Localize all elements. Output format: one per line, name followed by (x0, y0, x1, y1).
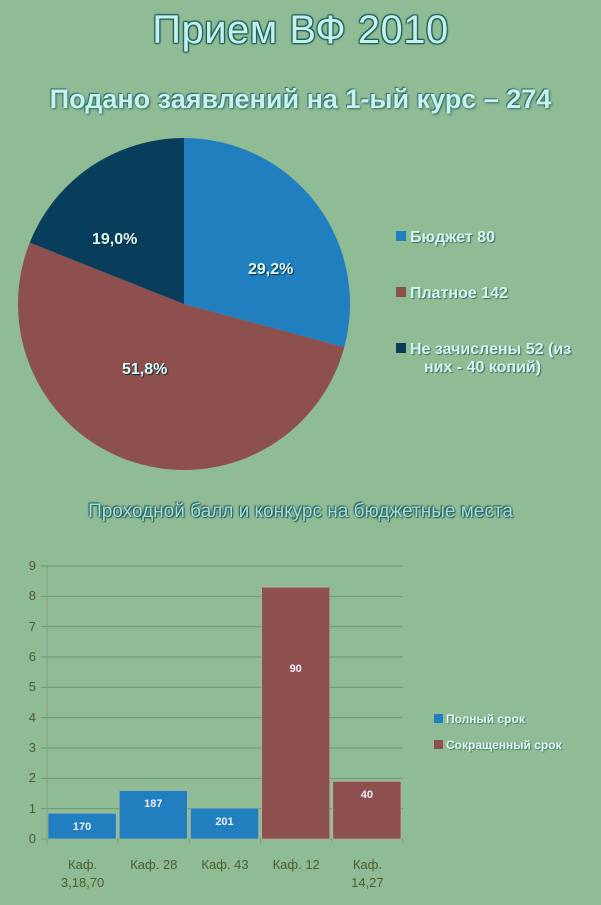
page-subtitle: Подано заявлений на 1-ый курс – 274 (49, 84, 552, 114)
bar-chart-title: Проходной балл и конкурс на бюджетные ме… (88, 501, 513, 522)
bar (190, 807, 259, 840)
x-tick-label: Каф. 28 (130, 857, 178, 872)
legend-swatch-icon (396, 231, 406, 241)
bar-chart (41, 565, 404, 844)
x-tick-label: Каф. 14,27 (351, 857, 384, 890)
pie-label-budget: 29,2% (248, 261, 294, 278)
pie-slice (17, 242, 345, 471)
legend-item-full-term: Полный срок (434, 712, 525, 726)
page-title: Прием ВФ 2010 (152, 8, 449, 52)
y-tick-label: 0 (28, 831, 36, 846)
y-tick-label: 4 (28, 709, 36, 725)
bar (47, 812, 117, 840)
legend-swatch-icon (434, 714, 443, 723)
bar (332, 781, 402, 840)
y-tick-label: 2 (28, 770, 36, 786)
bar-value-label: 90 (289, 662, 302, 675)
y-tick-label: 7 (28, 618, 36, 634)
legend-swatch-icon (396, 343, 406, 353)
y-tick-label: 1 (28, 800, 36, 816)
bar-value-label: 40 (360, 789, 374, 802)
legend-item-paid: Платное 142 (396, 285, 508, 303)
y-tick-label: 8 (28, 588, 36, 604)
legend-item-short-term: Сокращенный срок (434, 738, 562, 752)
x-tick-label: Каф. 3,18,70 (60, 857, 105, 890)
y-tick-label: 9 (28, 558, 36, 573)
x-tick-label: Каф. 43 (201, 857, 249, 872)
pie-label-not-enrolled: 19,0% (92, 231, 138, 248)
bar (118, 790, 188, 840)
y-tick-label: 6 (28, 649, 36, 664)
y-tick-label: 5 (28, 679, 36, 695)
pie-chart (17, 138, 350, 471)
bar-value-label: 170 (72, 821, 92, 834)
bar (261, 586, 331, 840)
legend-item-budget: Бюджет 80 (396, 229, 495, 247)
pie-label-paid: 51,8% (122, 361, 168, 378)
bar-value-label: 201 (215, 816, 234, 829)
bar-value-label: 187 (144, 798, 163, 811)
pie-slice (184, 138, 350, 348)
legend-item-not-enrolled: Не зачислены 52 (из них - 40 копий) (396, 341, 571, 377)
y-tick-label: 3 (28, 740, 36, 755)
legend-swatch-icon (396, 287, 406, 297)
x-tick-label: Каф. 12 (272, 857, 320, 872)
legend-swatch-icon (434, 740, 443, 749)
pie-slice (29, 138, 184, 304)
